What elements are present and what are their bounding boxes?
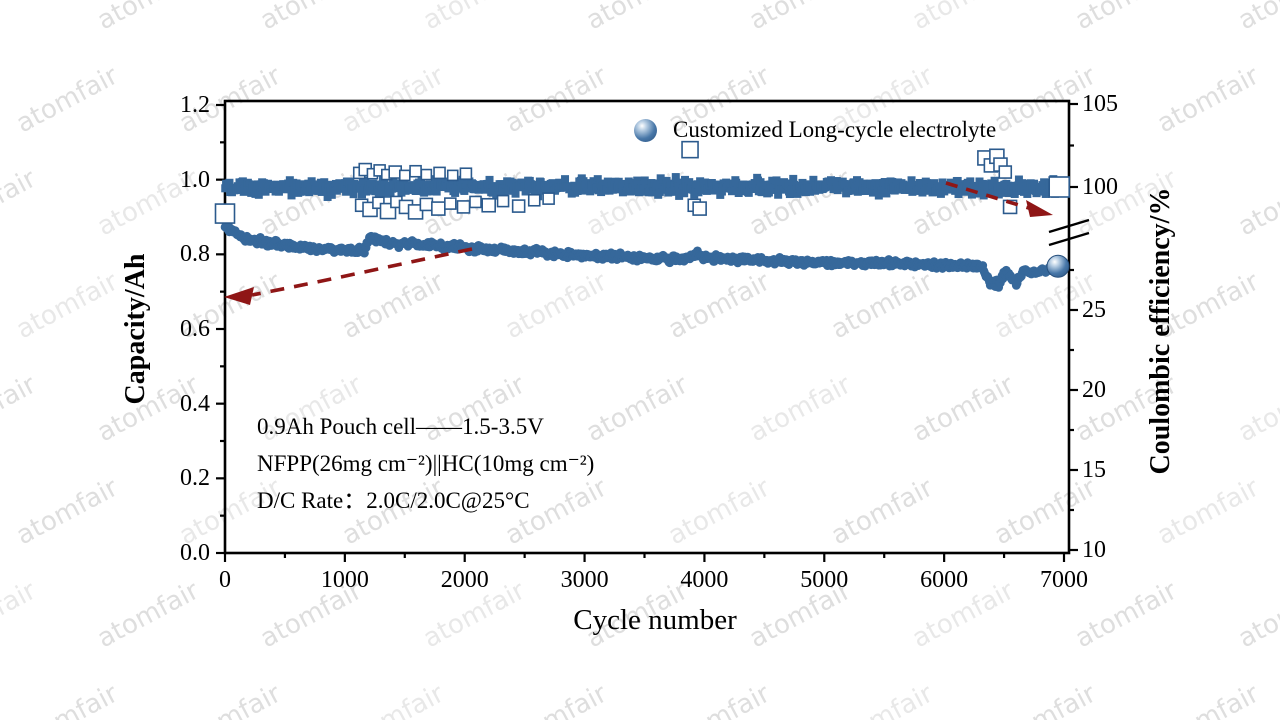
efficiency-outlier-square	[527, 193, 541, 207]
y-left-tick-label: 0.4	[180, 390, 210, 417]
efficiency-outlier-square	[998, 165, 1013, 179]
plot-frame	[223, 99, 1071, 555]
efficiency-outlier-square	[214, 203, 236, 224]
efficiency-outlier-square	[407, 204, 424, 220]
y-left-tick-label: 1.2	[180, 92, 210, 118]
x-tick-label: 4000	[680, 567, 729, 593]
coulombic-efficiency-series	[221, 173, 1067, 201]
y-left-tick-label: 0.2	[180, 465, 210, 492]
x-tick-label: 5000	[800, 567, 849, 593]
efficiency-outlier-square	[469, 195, 482, 209]
efficiency-outlier-square	[446, 169, 459, 182]
cell-condition-annotation: 0.9Ah Pouch cell——1.5-3.5V NFPP(26mg cm⁻…	[257, 408, 594, 519]
annotation-line-3: D/C Rate：2.0C/2.0C@25°C	[257, 488, 530, 513]
y-right-tick-label: 105	[1082, 91, 1118, 117]
efficiency-outlier-square	[1048, 176, 1071, 198]
y-left-tick-label: 0.6	[180, 316, 210, 342]
x-tick-label: 6000	[920, 567, 969, 593]
annotation-line-1: 0.9Ah Pouch cell——1.5-3.5V	[257, 414, 544, 439]
legend: Customized Long-cycle electrolyte	[634, 117, 996, 143]
final-capacity-sphere-marker	[1046, 254, 1070, 278]
efficiency-outlier-square	[419, 197, 434, 212]
x-tick-label: 0	[219, 567, 231, 593]
x-tick-label: 2000	[440, 567, 489, 593]
y-left-tick-label: 0.8	[180, 241, 210, 268]
y-right-tick-label: 20	[1082, 377, 1106, 403]
sphere-marker-icon	[634, 118, 657, 142]
right-axis-break-marks	[1048, 218, 1090, 247]
left-axis-title: Capacity/Ah	[120, 253, 151, 405]
y-right-tick-label: 100	[1082, 174, 1118, 200]
y-right-tick-label: 10	[1082, 537, 1106, 563]
efficiency-outlier-square	[456, 200, 471, 214]
x-tick-label: 7000	[1040, 567, 1088, 593]
efficiency-outlier-square	[542, 192, 555, 205]
axis-pointer-arrows	[224, 181, 1053, 305]
efficiency-outlier-square	[398, 169, 411, 182]
right-axis-title: Coulombic efficiency/%	[1145, 187, 1176, 475]
efficiency-outlier-square	[692, 201, 707, 216]
efficiency-outlier-square	[444, 197, 457, 210]
efficiency-outlier-square	[409, 164, 422, 178]
efficiency-outlier-square	[496, 194, 510, 208]
efficiency-outlier-square	[459, 167, 473, 181]
y-left-tick-label: 1.0	[180, 166, 210, 193]
y-left-tick-label: 0.0	[180, 540, 210, 566]
efficiency-outlier-square	[511, 199, 526, 213]
efficiency-outlier-square	[372, 196, 385, 210]
efficiency-outlier-squares	[214, 140, 1071, 224]
bottom-axis-title: Cycle number	[573, 604, 737, 636]
x-tick-label: 1000	[320, 567, 369, 593]
efficiency-outlier-square	[431, 201, 446, 216]
legend-label: Customized Long-cycle electrolyte	[673, 117, 997, 142]
x-tick-label: 3000	[560, 567, 609, 593]
efficiency-outlier-square	[681, 140, 699, 159]
y-right-tick-label: 25	[1082, 297, 1106, 323]
efficiency-outlier-square	[420, 168, 433, 181]
efficiency-outlier-square	[433, 166, 446, 180]
capacity-series	[220, 220, 1067, 292]
efficiency-outlier-square	[481, 197, 496, 213]
y-right-tick-label: 15	[1082, 457, 1106, 483]
annotation-line-2: NFPP(26mg cm⁻²)||HC(10mg cm⁻²)	[257, 451, 595, 476]
